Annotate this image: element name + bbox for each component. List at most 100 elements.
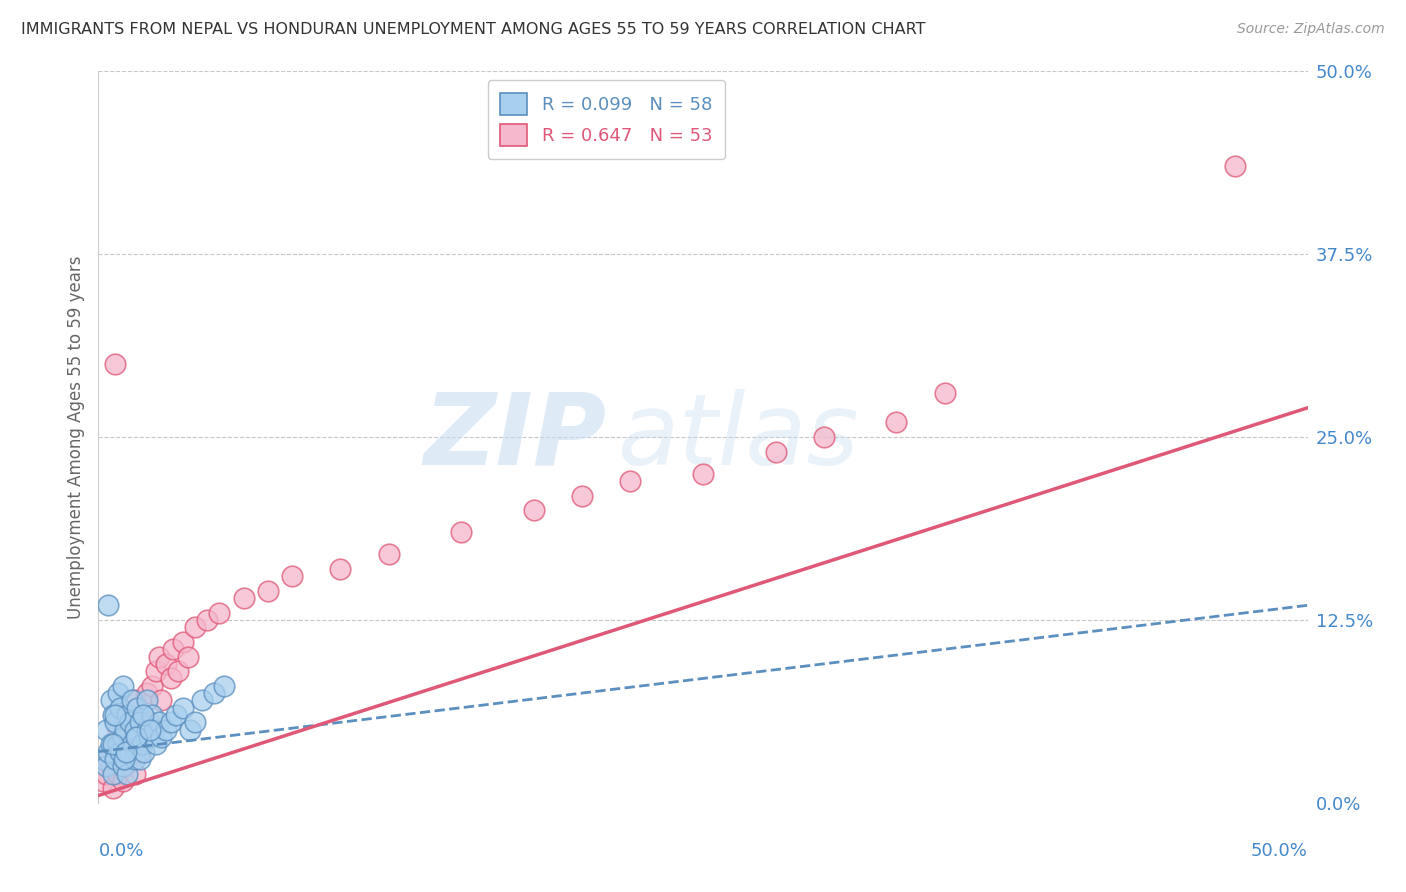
Point [135,723,157,737]
Point [134,745,156,759]
Point [114,752,136,766]
Point [128,745,150,759]
Point [97,599,120,613]
Text: 50.0%: 50.0% [1251,842,1308,860]
Point [94,766,117,780]
Point [127,723,149,737]
Point [117,752,139,766]
Point [692,467,714,481]
Point [191,693,214,707]
Point [104,357,127,371]
Point [121,737,143,751]
Point [97,752,120,766]
Point [232,591,254,605]
Text: atlas: atlas [619,389,860,485]
Point [125,730,148,744]
Point [118,737,141,751]
Point [104,745,127,759]
Point [121,715,143,730]
Point [1223,160,1246,174]
Point [114,759,136,773]
Point [813,430,835,444]
Point [115,745,138,759]
Point [108,700,131,714]
Point [111,773,134,788]
Point [127,700,149,714]
Point [195,613,218,627]
Point [184,620,207,634]
Point [97,745,120,759]
Point [886,416,908,430]
Point [111,730,134,744]
Point [212,679,235,693]
Point [114,723,136,737]
Point [94,723,117,737]
Point [523,503,546,517]
Point [117,708,139,723]
Text: 0.0%: 0.0% [98,842,143,860]
Point [281,569,304,583]
Point [91,773,114,788]
Point [155,657,177,671]
Point [135,686,157,700]
Point [104,708,127,723]
Point [160,672,183,686]
Point [450,525,472,540]
Point [765,444,787,458]
Point [619,474,641,488]
Point [150,693,173,707]
Legend: R = 0.099   N = 58, R = 0.647   N = 53: R = 0.099 N = 58, R = 0.647 N = 53 [488,80,725,159]
Point [256,583,278,598]
Point [127,730,149,744]
Point [108,745,131,759]
Point [165,708,187,723]
Point [155,723,177,737]
Point [150,730,173,744]
Point [107,737,129,751]
Point [124,723,146,737]
Point [377,547,399,561]
Point [107,723,129,737]
Text: ZIP: ZIP [423,389,606,485]
Point [162,642,184,657]
Point [100,759,122,773]
Point [101,737,124,751]
Point [208,606,231,620]
Point [141,708,163,723]
Point [184,715,207,730]
Point [571,489,593,503]
Point [148,715,170,730]
Point [101,766,124,780]
Point [172,635,194,649]
Point [101,781,124,796]
Text: Source: ZipAtlas.com: Source: ZipAtlas.com [1237,22,1385,37]
Point [111,759,134,773]
Point [145,664,167,678]
Point [111,679,134,693]
Point [107,686,129,700]
Point [177,649,200,664]
Point [131,737,153,751]
Point [160,715,183,730]
Point [107,766,129,780]
Point [121,693,143,707]
Point [179,723,201,737]
Point [145,737,167,751]
Y-axis label: Unemployment Among Ages 55 to 59 years: Unemployment Among Ages 55 to 59 years [66,255,84,619]
Point [111,730,134,744]
Point [112,752,135,766]
Point [124,766,146,780]
Point [118,745,141,759]
Point [118,715,141,730]
Point [131,737,153,751]
Point [329,562,352,576]
Point [94,759,117,773]
Point [124,752,146,766]
Point [148,649,170,664]
Point [204,686,226,700]
Point [117,766,139,780]
Point [167,664,190,678]
Point [100,737,122,751]
Point [141,679,163,693]
Point [172,700,194,714]
